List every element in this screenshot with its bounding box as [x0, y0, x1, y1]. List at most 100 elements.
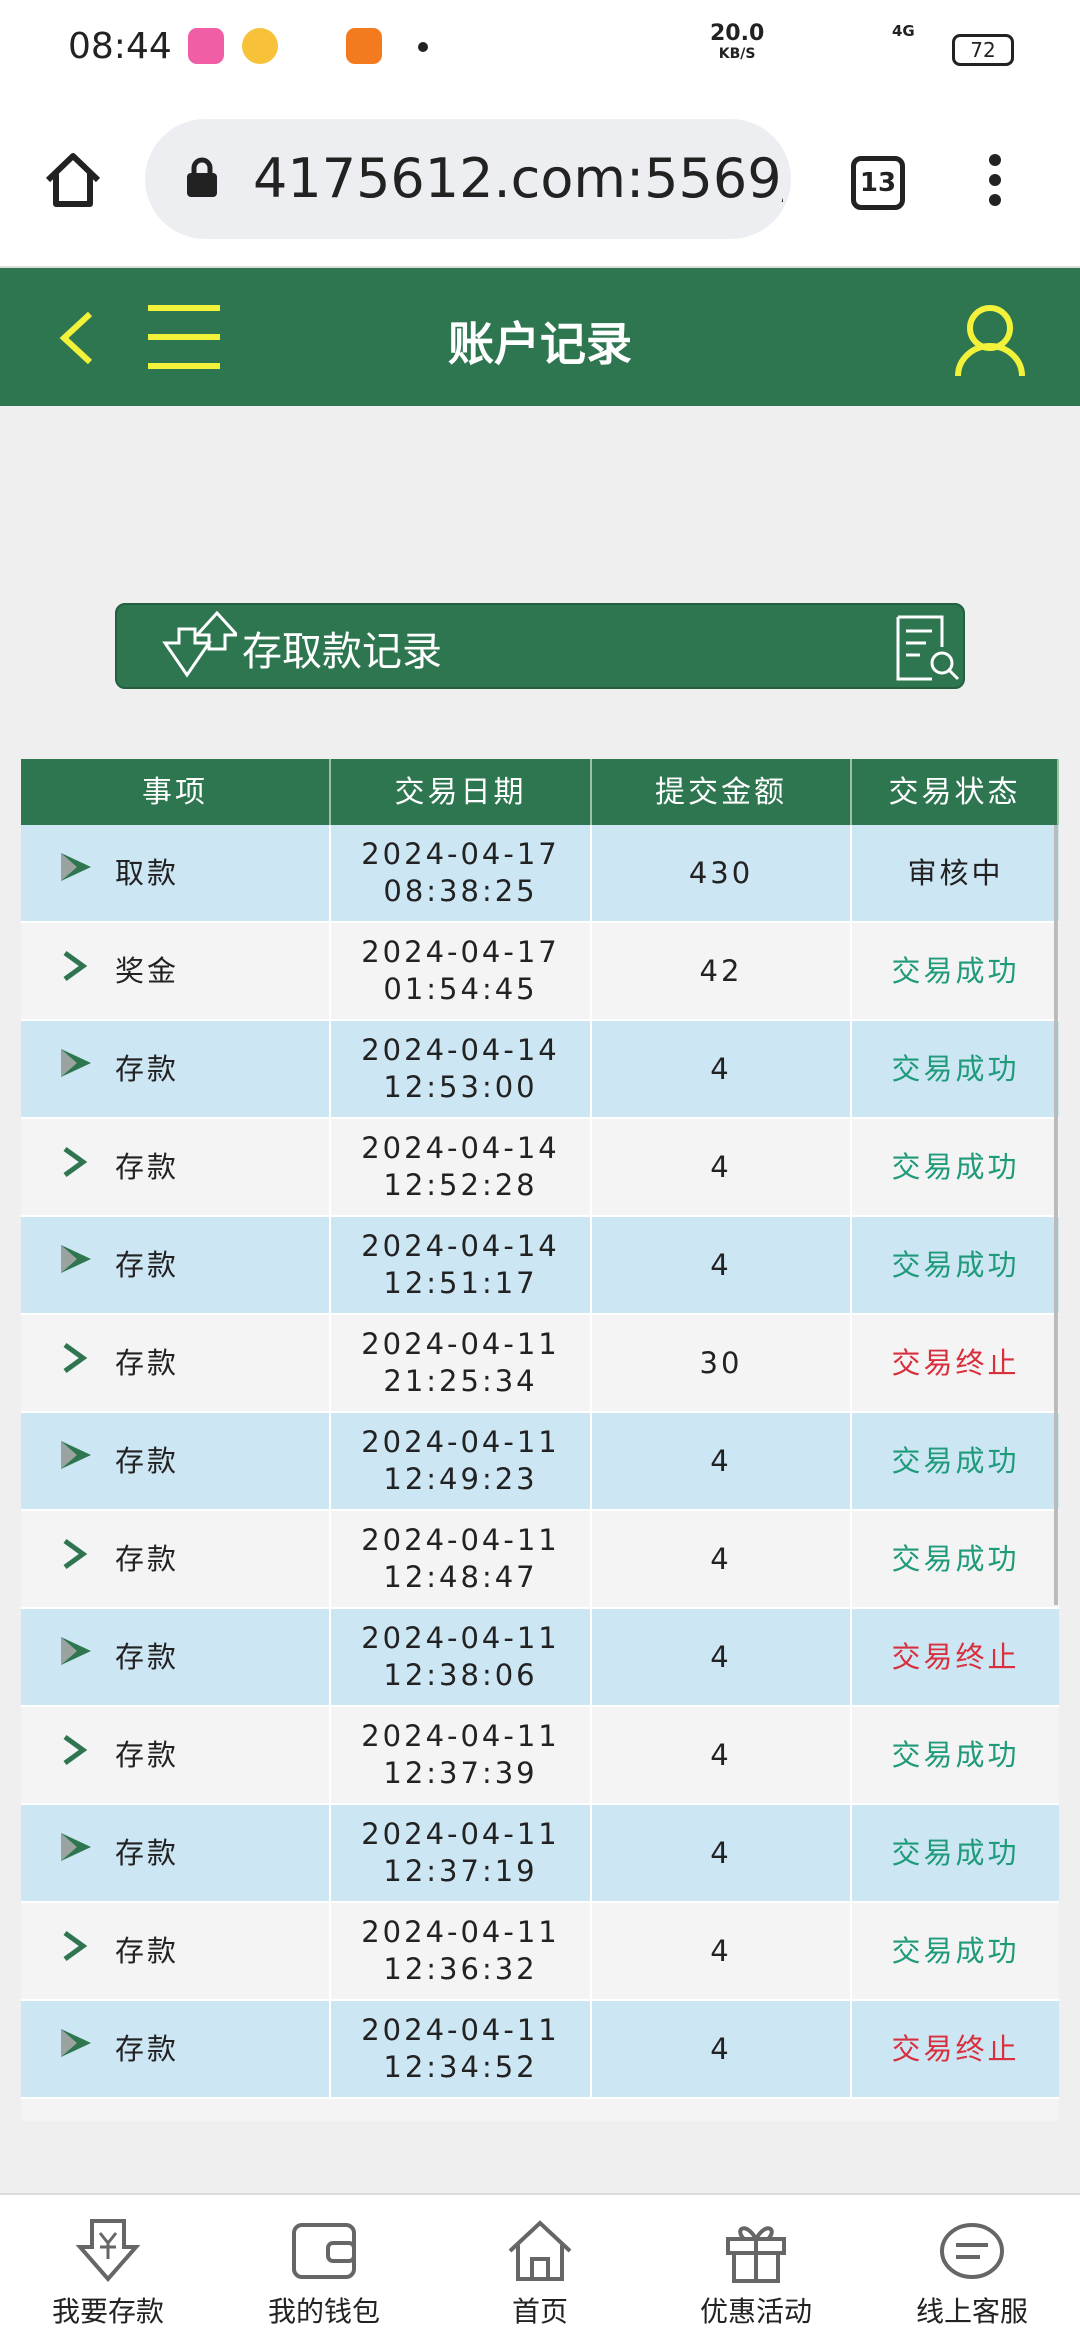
- clock: 08:44: [68, 26, 172, 67]
- table-row: 存款 2024-04-11 12:34:52 4 交易终止: [21, 2001, 1059, 2099]
- header-cell: 提交金额: [592, 759, 852, 825]
- item-cell: 存款: [21, 1805, 331, 1901]
- status-cell: 交易成功: [891, 953, 1020, 988]
- row-icon: [63, 1342, 88, 1374]
- item-cell: 存款: [21, 1511, 331, 1607]
- date-cell: 2024-04-11 12:38:06: [331, 1609, 592, 1705]
- item-cell: 存款: [21, 1021, 331, 1117]
- net-speed: 20.0 KB/S: [710, 23, 764, 64]
- row-icon: [61, 1049, 91, 1077]
- table-row: 存款 2024-04-14 12:53:00 4 交易成功: [21, 1021, 1059, 1119]
- date-cell: 2024-04-17 08:38:25: [331, 825, 592, 921]
- amount-cell: 4: [592, 1805, 852, 1901]
- home-button[interactable]: [42, 150, 104, 210]
- status-cell: 交易终止: [891, 2031, 1020, 2066]
- table-row: 奖金 2024-04-17 01:54:45 42 交易成功: [21, 923, 1059, 1021]
- row-icon: [63, 1146, 88, 1178]
- amount-cell: 4: [592, 1413, 852, 1509]
- row-icon: [61, 2029, 91, 2057]
- date: 2024-04-14: [361, 1229, 560, 1263]
- time: 08:38:25: [383, 874, 538, 908]
- item-cell: 取款: [21, 825, 331, 921]
- speed-unit: KB/S: [718, 46, 756, 62]
- section-button[interactable]: 存取款记录: [115, 603, 965, 689]
- time: 12:37:39: [383, 1756, 538, 1790]
- date: 2024-04-11: [361, 1817, 560, 1851]
- nav-item[interactable]: 优惠活动: [648, 2195, 864, 2342]
- menu-icon[interactable]: [146, 304, 222, 370]
- table-row: 存款 2024-04-14 12:51:17 4 交易成功: [21, 1217, 1059, 1315]
- nav-item[interactable]: 首页: [432, 2195, 648, 2342]
- header-cell: 事项: [21, 759, 331, 825]
- table-row: 存款 2024-04-11 12:38:06 4 交易终止: [21, 1609, 1059, 1707]
- nav-label: 首页: [511, 2295, 568, 2328]
- nav-label: 我的钱包: [267, 2295, 380, 2328]
- time: 12:38:06: [383, 1658, 538, 1692]
- row-icon: [63, 1538, 88, 1570]
- header-cell: 交易日期: [331, 759, 592, 825]
- nav-item[interactable]: 我要存款: [0, 2195, 216, 2342]
- table-row: 取款 2024-04-17 08:38:25 430 审核中: [21, 825, 1059, 923]
- amount-cell: 30: [592, 1315, 852, 1411]
- dot: [418, 42, 428, 52]
- status-cell: 交易终止: [891, 1639, 1020, 1674]
- date-cell: 2024-04-14 12:51:17: [331, 1217, 592, 1313]
- date: 2024-04-11: [361, 1621, 560, 1655]
- table-row: 存款 2024-04-11 12:37:19 4 交易成功: [21, 1805, 1059, 1903]
- date-cell: 2024-04-11 12:36:32: [331, 1903, 592, 1999]
- nav-icon: [75, 2219, 141, 2283]
- app-header: 账户记录: [0, 268, 1080, 406]
- app-icon: [346, 28, 382, 64]
- battery: 72: [952, 34, 1014, 66]
- date: 2024-04-11: [361, 2013, 560, 2047]
- tab-count[interactable]: 13: [851, 156, 905, 210]
- lock-icon: [187, 157, 217, 197]
- time: 12:48:47: [383, 1560, 538, 1594]
- nav-item[interactable]: 我的钱包: [216, 2195, 432, 2342]
- date: 2024-04-17: [361, 837, 560, 871]
- table-row: 存款 2024-04-11 12:36:32 4 交易成功: [21, 1903, 1059, 2001]
- table-row: 存款 2024-04-14 12:52:28 4 交易成功: [21, 1119, 1059, 1217]
- menu-button[interactable]: [985, 152, 1005, 208]
- time: 12:37:19: [383, 1854, 538, 1888]
- amount-cell: 42: [592, 923, 852, 1019]
- item-cell: 存款: [21, 1217, 331, 1313]
- time: 12:53:00: [383, 1070, 538, 1104]
- item-cell: 存款: [21, 1119, 331, 1215]
- status-cell: 交易成功: [891, 1443, 1020, 1478]
- status-cell: 交易成功: [891, 1835, 1020, 1870]
- back-button[interactable]: [56, 310, 96, 366]
- app-icon: [188, 28, 224, 64]
- table-row: 存款 2024-04-11 21:25:34 30 交易终止: [21, 1315, 1059, 1413]
- bottom-nav: 我要存款 我的钱包 首页 优惠活动 线上客服: [0, 2193, 1080, 2342]
- user-icon[interactable]: [952, 302, 1028, 378]
- time: 12:52:28: [383, 1168, 538, 1202]
- date-cell: 2024-04-11 21:25:34: [331, 1315, 592, 1411]
- date-cell: 2024-04-11 12:37:19: [331, 1805, 592, 1901]
- item-cell: 存款: [21, 2001, 331, 2097]
- table-header: 事项 交易日期 提交金额 交易状态: [21, 759, 1059, 825]
- date: 2024-04-14: [361, 1131, 560, 1165]
- nav-item[interactable]: 线上客服: [864, 2195, 1080, 2342]
- nav-label: 线上客服: [915, 2295, 1028, 2328]
- nav-icon: [940, 2223, 1004, 2279]
- item-cell: 存款: [21, 1413, 331, 1509]
- date: 2024-04-11: [361, 1523, 560, 1557]
- status-cell: 审核中: [907, 855, 1004, 890]
- amount-cell: 4: [592, 1511, 852, 1607]
- row-icon: [63, 950, 88, 982]
- date: 2024-04-11: [361, 1327, 560, 1361]
- nav-icon: [508, 2220, 572, 2281]
- table-row: 存款 2024-04-11 12:49:23 4 交易成功: [21, 1413, 1059, 1511]
- status-cell: 交易成功: [891, 1247, 1020, 1282]
- status-cell: 交易成功: [891, 1149, 1020, 1184]
- date: 2024-04-14: [361, 1033, 560, 1067]
- url-bar[interactable]: 4175612.com:5569/r: [145, 119, 791, 239]
- date-cell: 2024-04-14 12:52:28: [331, 1119, 592, 1215]
- amount-cell: 4: [592, 1903, 852, 1999]
- amount-cell: 430: [592, 825, 852, 921]
- nav-icon: [292, 2223, 356, 2279]
- page-title: 账户记录: [448, 317, 632, 371]
- search-doc-icon: [896, 615, 960, 681]
